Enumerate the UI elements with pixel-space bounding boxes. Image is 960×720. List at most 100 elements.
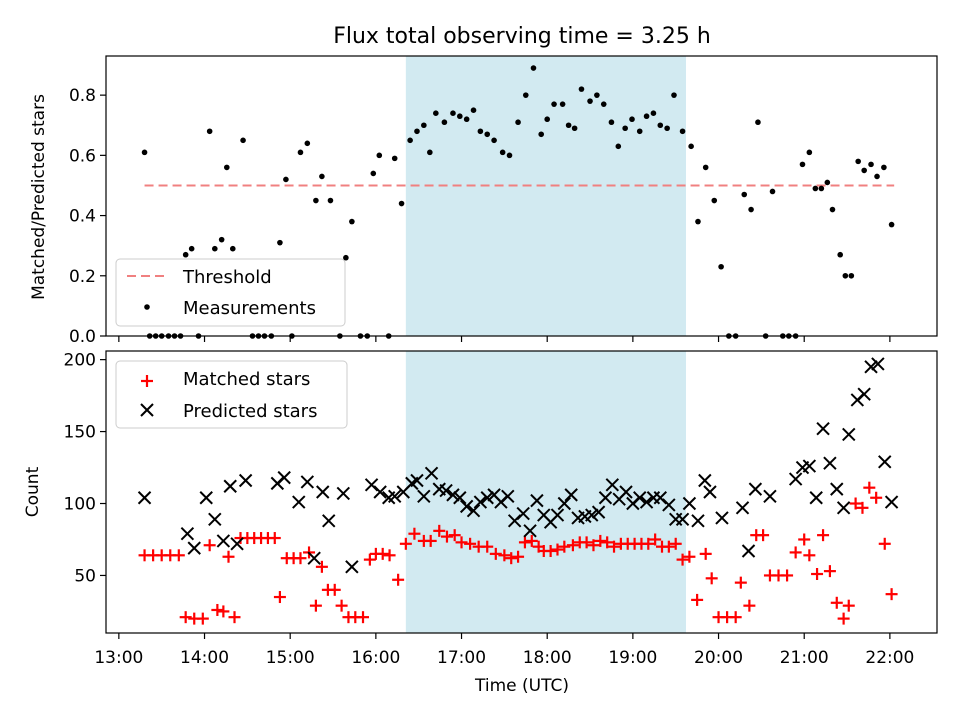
legend-measurements-swatch	[144, 304, 150, 310]
measurement-point	[587, 98, 593, 104]
measurement-point	[457, 113, 463, 120]
measurement-point	[837, 251, 843, 258]
bottom-panel: 50 100 150 200 13:00 14:00 15:00 16:00 17:00 18:…	[23, 350, 938, 696]
matched-star-point	[842, 599, 855, 612]
matched-stars-points	[138, 481, 898, 625]
predicted-star-point	[864, 360, 878, 374]
measurement-point	[370, 170, 377, 177]
matched-star-point	[363, 553, 376, 566]
top-y-tick-label: 0.0	[69, 327, 96, 347]
top-legend: Threshold Measurements	[115, 258, 346, 327]
x-tick-label: 16:00	[351, 648, 400, 668]
measurements-points	[141, 65, 895, 339]
measurement-point	[212, 245, 218, 252]
measurement-point	[622, 125, 628, 132]
matched-star-point	[505, 552, 518, 565]
matched-star-point	[203, 539, 216, 552]
measurement-point	[349, 218, 355, 225]
matched-star-point	[863, 481, 876, 494]
x-tick-label: 20:00	[694, 648, 743, 668]
predicted-star-point	[741, 544, 756, 558]
predicted-star-point	[763, 489, 777, 504]
top-y-tick-label: 0.2	[69, 267, 96, 287]
matched-star-point	[798, 533, 811, 546]
legend-matched-label: Matched stars	[183, 369, 310, 390]
matched-star-point	[734, 576, 747, 589]
matched-star-point	[551, 543, 564, 556]
measurement-point	[741, 191, 748, 198]
measurement-point	[223, 164, 230, 171]
matched-star-point	[558, 540, 571, 553]
measurement-point	[855, 158, 861, 165]
legend-predicted-label: Predicted stars	[183, 401, 317, 422]
bottom-y-axis-label: Count	[23, 466, 43, 517]
measurement-point	[450, 110, 456, 117]
matched-star-point	[823, 565, 836, 578]
matched-star-point	[408, 527, 421, 540]
measurement-point	[530, 65, 537, 71]
bottom-y-tick-label: 100	[64, 495, 96, 515]
measurement-point	[343, 254, 349, 261]
measurement-point	[414, 128, 420, 135]
x-tick-label: 22:00	[865, 648, 914, 668]
measurement-point	[881, 164, 887, 171]
measurement-point	[578, 86, 585, 92]
matched-star-point	[273, 591, 286, 604]
matched-star-point	[878, 537, 891, 550]
predicted-star-point	[446, 488, 460, 502]
matched-star-point	[448, 529, 461, 542]
matched-star-point	[383, 549, 396, 562]
x-tick-label: 18:00	[523, 648, 572, 668]
predicted-star-point	[417, 489, 431, 504]
measurement-point	[499, 149, 506, 156]
measurement-point	[229, 245, 236, 252]
measurement-point	[748, 206, 754, 213]
matched-star-point	[803, 549, 816, 562]
measurement-point	[671, 92, 677, 98]
matched-star-point	[357, 611, 370, 624]
predicted-star-point	[180, 527, 195, 541]
matched-star-point	[580, 536, 593, 549]
predicted-star-point	[550, 508, 565, 522]
top-panel-frame	[105, 55, 938, 337]
predicted-star-point	[300, 475, 315, 489]
measurement-point	[806, 149, 813, 156]
bottom-highlight-band	[405, 351, 686, 633]
predicted-star-point	[715, 511, 729, 525]
measurement-point	[688, 143, 694, 150]
predicted-star-point	[292, 495, 306, 509]
predicted-star-point	[516, 506, 530, 521]
predicted-star-point	[410, 473, 424, 488]
predicted-star-point	[857, 387, 871, 401]
matched-star-point	[544, 544, 557, 557]
measurement-point	[398, 200, 405, 207]
top-y-ticks: 0.0 0.2 0.4 0.6 0.8	[69, 86, 106, 347]
predicted-star-point	[598, 491, 613, 505]
measurement-point	[283, 176, 289, 183]
predicted-stars-points	[137, 357, 899, 574]
measurement-point	[608, 119, 615, 126]
predicted-star-point	[698, 473, 712, 488]
bottom-y-ticks: 50 100 150 200	[64, 351, 106, 586]
measurement-point	[848, 272, 855, 279]
measurement-point	[818, 185, 825, 192]
predicted-star-point	[619, 485, 633, 499]
matched-star-point	[172, 549, 185, 562]
bottom-y-tick-label: 200	[64, 351, 96, 371]
matched-star-point	[376, 547, 389, 560]
predicted-star-point	[523, 524, 537, 538]
matched-star-point	[228, 611, 241, 624]
matched-star-point	[608, 540, 621, 553]
matched-star-point	[729, 611, 742, 624]
measurement-point	[874, 173, 880, 180]
predicted-star-point	[605, 478, 620, 492]
bottom-y-tick-label: 150	[64, 423, 96, 443]
matched-star-point	[196, 612, 209, 625]
predicted-star-point	[691, 514, 705, 528]
top-y-tick-label: 0.4	[69, 207, 96, 227]
predicted-star-point	[307, 551, 321, 565]
measurement-point	[470, 107, 477, 113]
measurement-point	[141, 149, 148, 156]
measurement-point	[679, 128, 686, 135]
matched-star-point	[489, 547, 502, 560]
